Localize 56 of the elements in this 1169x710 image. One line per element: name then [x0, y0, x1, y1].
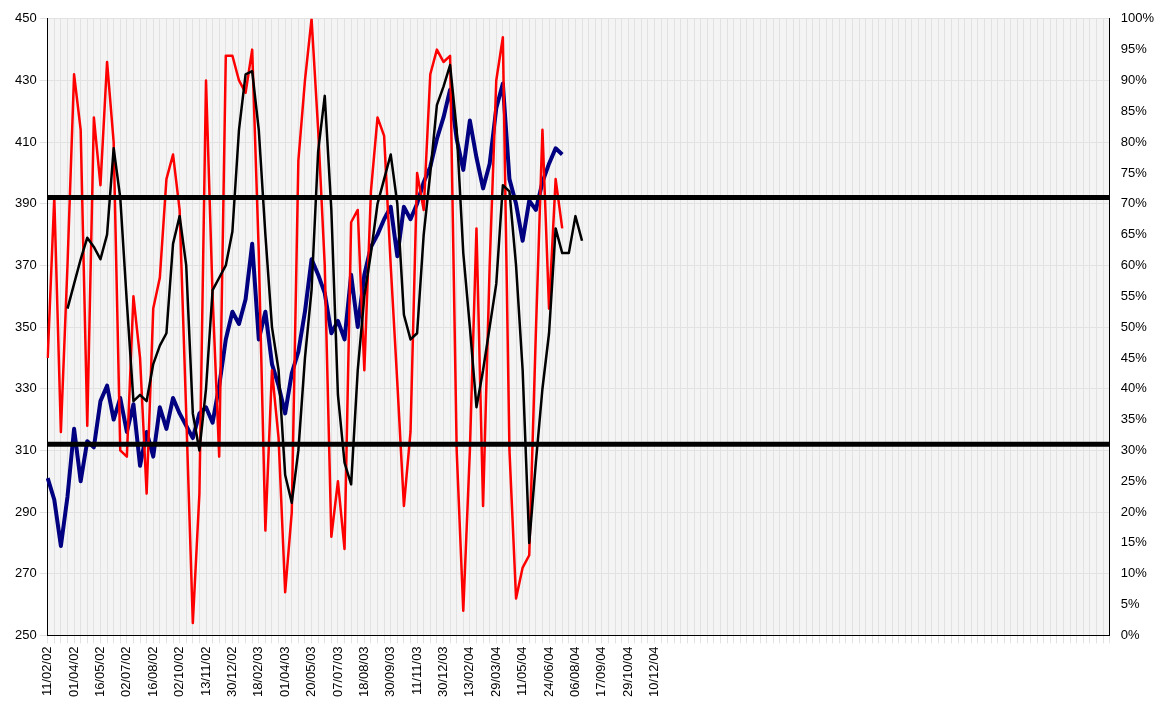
y-tick-label: 310	[14, 442, 37, 457]
x-tick-label: 30/12/03	[435, 646, 451, 698]
x-tick-label: 24/06/04	[540, 646, 556, 698]
y2-tick-label: 70%	[1120, 195, 1148, 211]
y2-tick-label: 95%	[1120, 41, 1148, 57]
y2-tick-label: 30%	[1120, 442, 1148, 457]
x-tick-label: 29/10/04	[619, 646, 635, 698]
y2-tick-label: 85%	[1120, 102, 1148, 118]
y2-tick-label: 90%	[1120, 72, 1148, 88]
y-tick-label: 250	[14, 626, 37, 642]
y2-tick-label: 20%	[1120, 503, 1148, 519]
y2-tick-label: 75%	[1120, 164, 1148, 180]
x-tick-label: 30/09/03	[382, 646, 398, 698]
x-tick-label: 01/04/03	[276, 646, 292, 698]
y2-tick-label: 40%	[1120, 380, 1148, 396]
y-tick-label: 350	[14, 318, 37, 334]
y2-tick-label: 35%	[1120, 411, 1148, 427]
y2-tick-label: 5%	[1120, 596, 1140, 612]
y-tick-label: 450	[14, 10, 37, 26]
y2-tick-label: 25%	[1120, 472, 1148, 488]
x-tick-label: 11/02/02	[39, 646, 55, 697]
x-tick-label: 11/11/03	[408, 646, 424, 696]
x-tick-label: 06/08/04	[567, 646, 582, 698]
y2-tick-label: 80%	[1120, 133, 1148, 149]
x-tick-label: 02/10/02	[171, 646, 187, 698]
y-tick-label: 270	[14, 565, 37, 581]
y2-tick-label: 0%	[1120, 626, 1140, 642]
y-tick-label: 390	[14, 195, 37, 211]
y2-tick-label: 50%	[1120, 318, 1148, 334]
y2-tick-label: 65%	[1120, 226, 1148, 242]
y2-tick-label: 60%	[1120, 257, 1148, 273]
y2-tick-label: 45%	[1120, 349, 1148, 365]
y-tick-label: 430	[14, 72, 37, 88]
x-tick-label: 02/07/02	[118, 646, 134, 698]
y2-tick-label: 10%	[1120, 565, 1148, 581]
x-tick-label: 29/03/04	[487, 646, 503, 698]
y2-tick-label: 100%	[1120, 10, 1155, 26]
y-tick-label: 290	[14, 503, 37, 519]
x-tick-label: 11/05/04	[514, 646, 530, 697]
x-tick-label: 16/08/02	[144, 646, 160, 698]
y-tick-label: 370	[14, 257, 37, 273]
x-tick-label: 20/05/03	[303, 646, 319, 698]
x-tick-label: 07/07/03	[329, 646, 345, 698]
x-tick-label: 18/02/03	[250, 646, 266, 698]
x-tick-label: 17/09/04	[593, 646, 609, 698]
y-tick-label: 330	[14, 380, 37, 396]
y2-tick-label: 55%	[1120, 287, 1148, 303]
x-tick-label: 13/02/04	[461, 646, 477, 698]
y-tick-label: 410	[14, 133, 37, 149]
y2-tick-label: 15%	[1120, 534, 1148, 550]
x-tick-label: 01/04/02	[65, 646, 81, 698]
x-tick-label: 18/08/03	[355, 646, 371, 698]
x-tick-label: 13/11/02	[197, 646, 213, 697]
x-tick-label: 16/05/02	[92, 646, 108, 698]
x-tick-label: 30/12/02	[223, 646, 239, 698]
x-tick-label: 10/12/04	[646, 646, 662, 698]
